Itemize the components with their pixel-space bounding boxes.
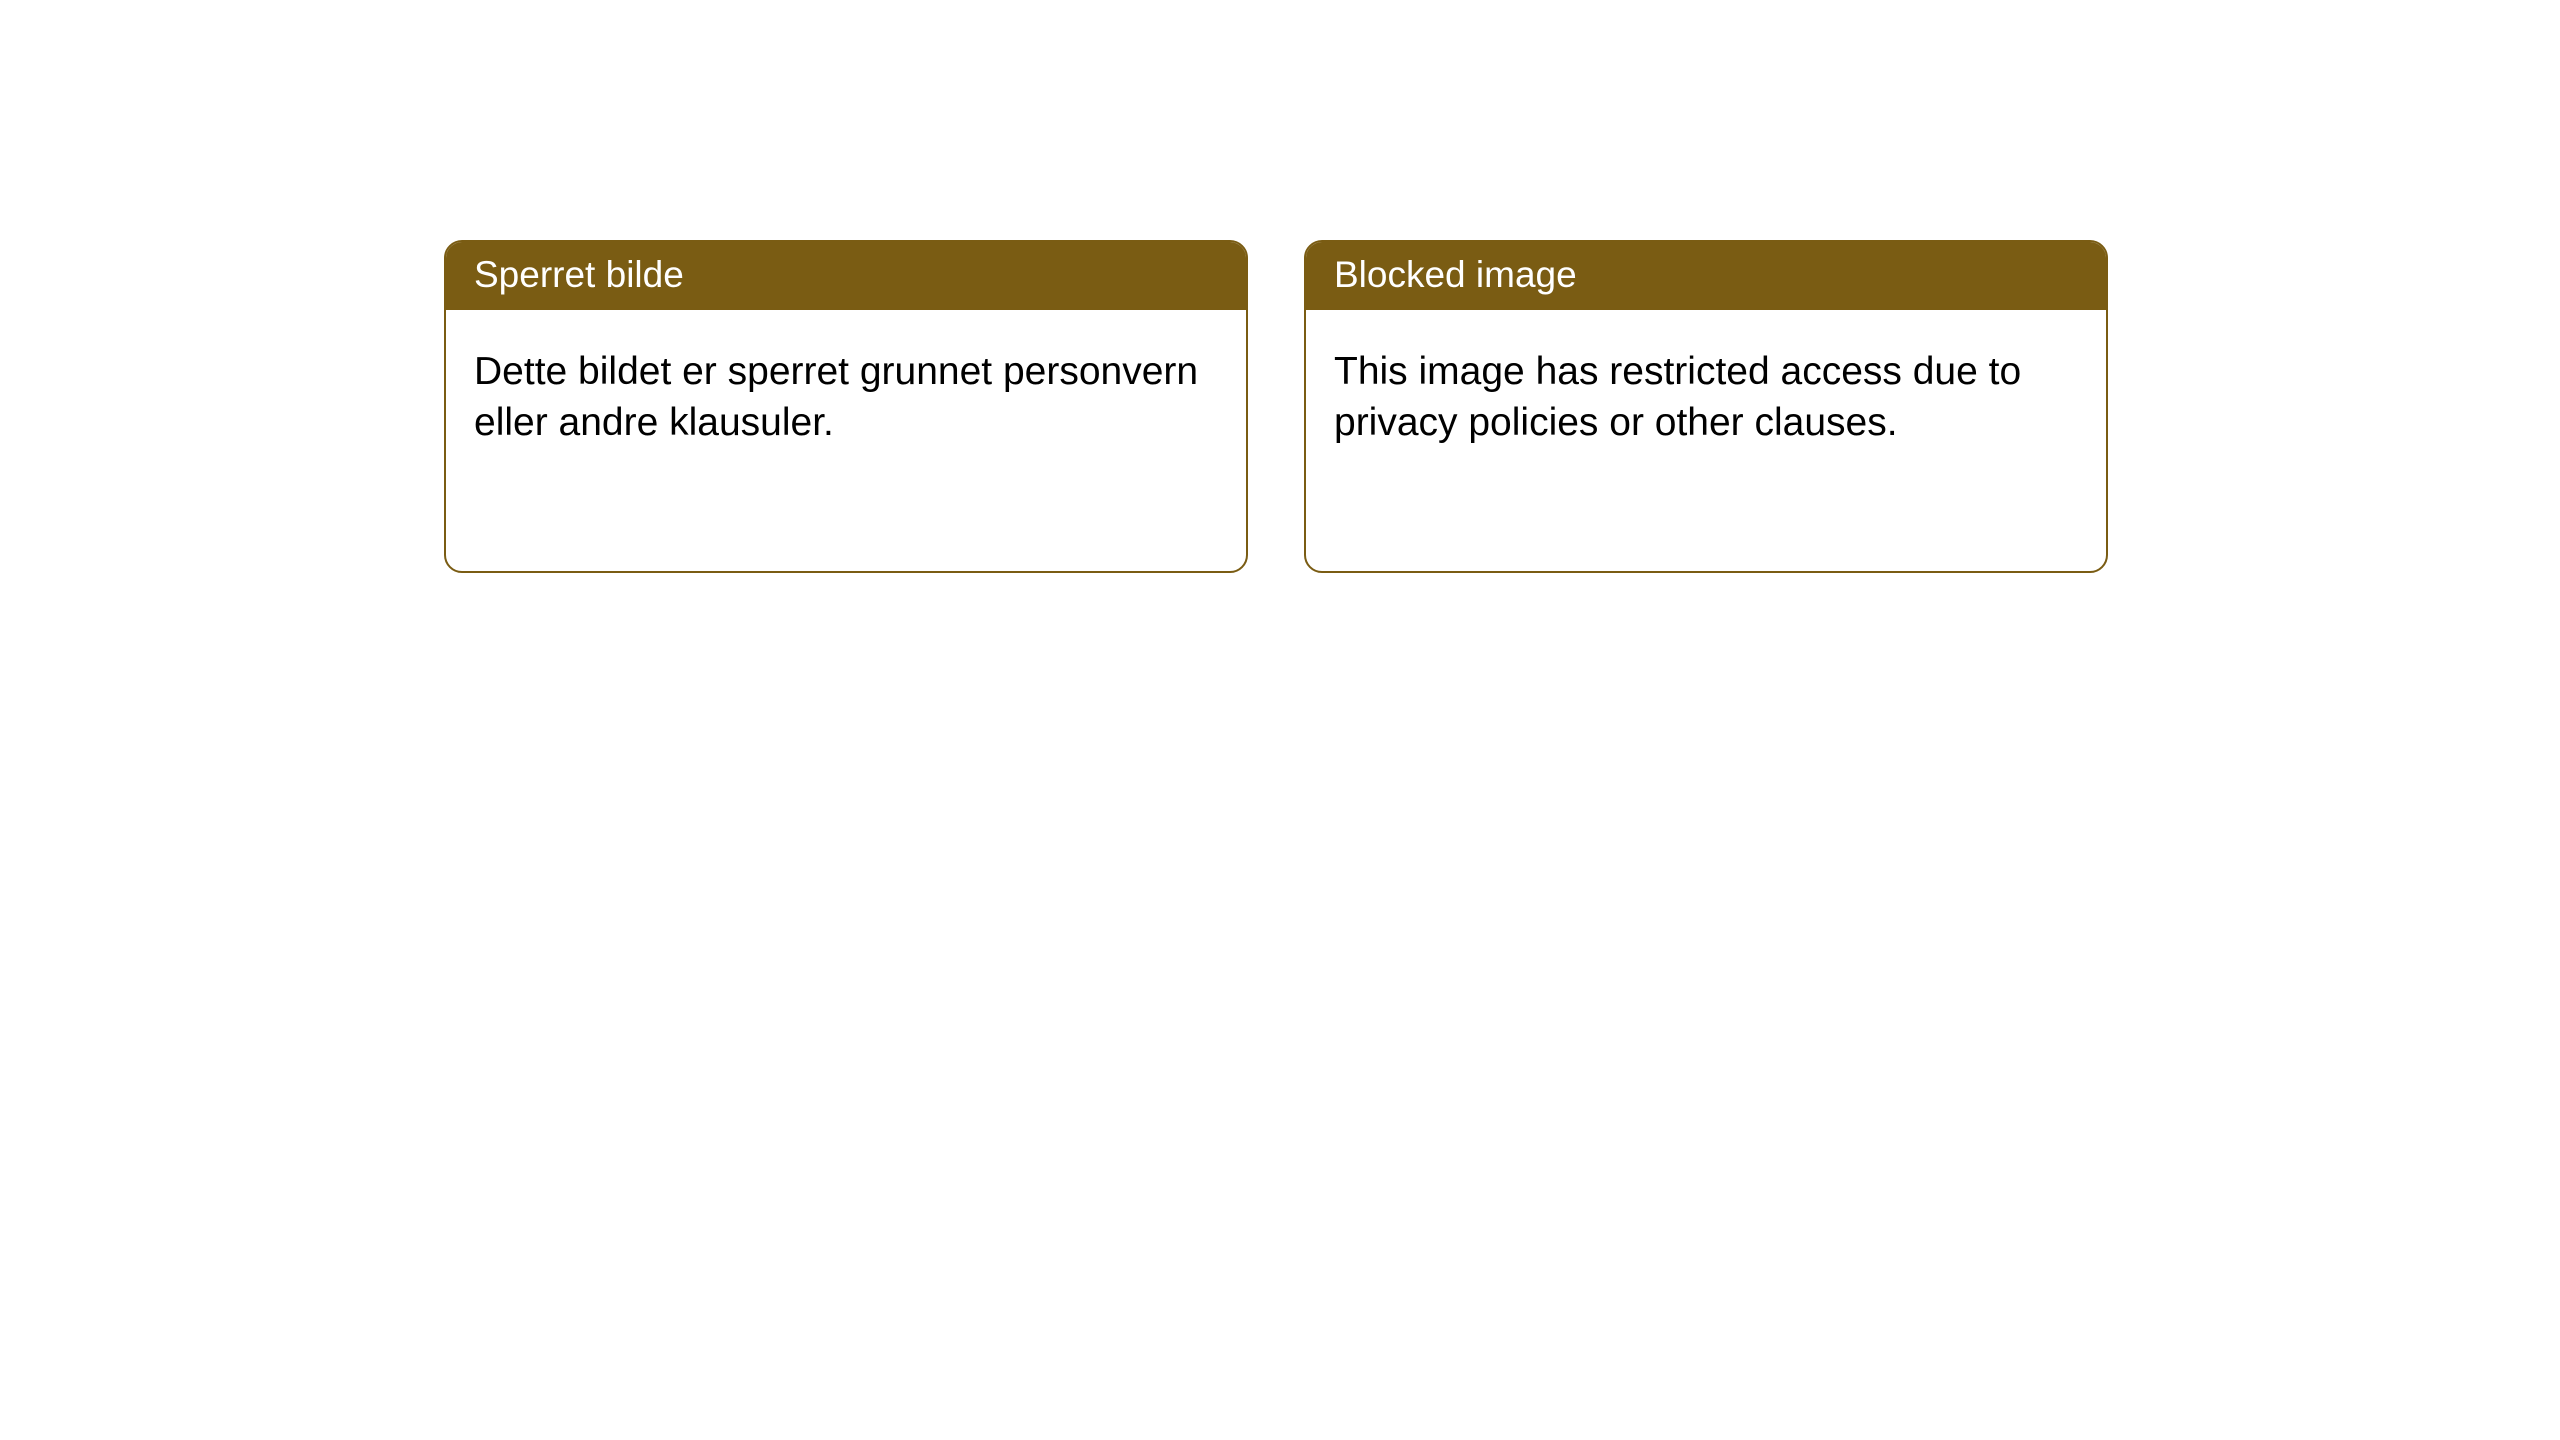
notice-card-header: Sperret bilde (446, 242, 1246, 310)
notice-card-body: Dette bildet er sperret grunnet personve… (446, 310, 1246, 477)
notice-card-norwegian: Sperret bilde Dette bildet er sperret gr… (444, 240, 1248, 573)
notice-card-title: Sperret bilde (474, 254, 684, 295)
notice-card-body: This image has restricted access due to … (1306, 310, 2106, 477)
notice-card-english: Blocked image This image has restricted … (1304, 240, 2108, 573)
notice-container: Sperret bilde Dette bildet er sperret gr… (444, 240, 2108, 573)
notice-card-header: Blocked image (1306, 242, 2106, 310)
notice-card-title: Blocked image (1334, 254, 1577, 295)
notice-card-message: This image has restricted access due to … (1334, 350, 2021, 444)
notice-card-message: Dette bildet er sperret grunnet personve… (474, 350, 1198, 444)
